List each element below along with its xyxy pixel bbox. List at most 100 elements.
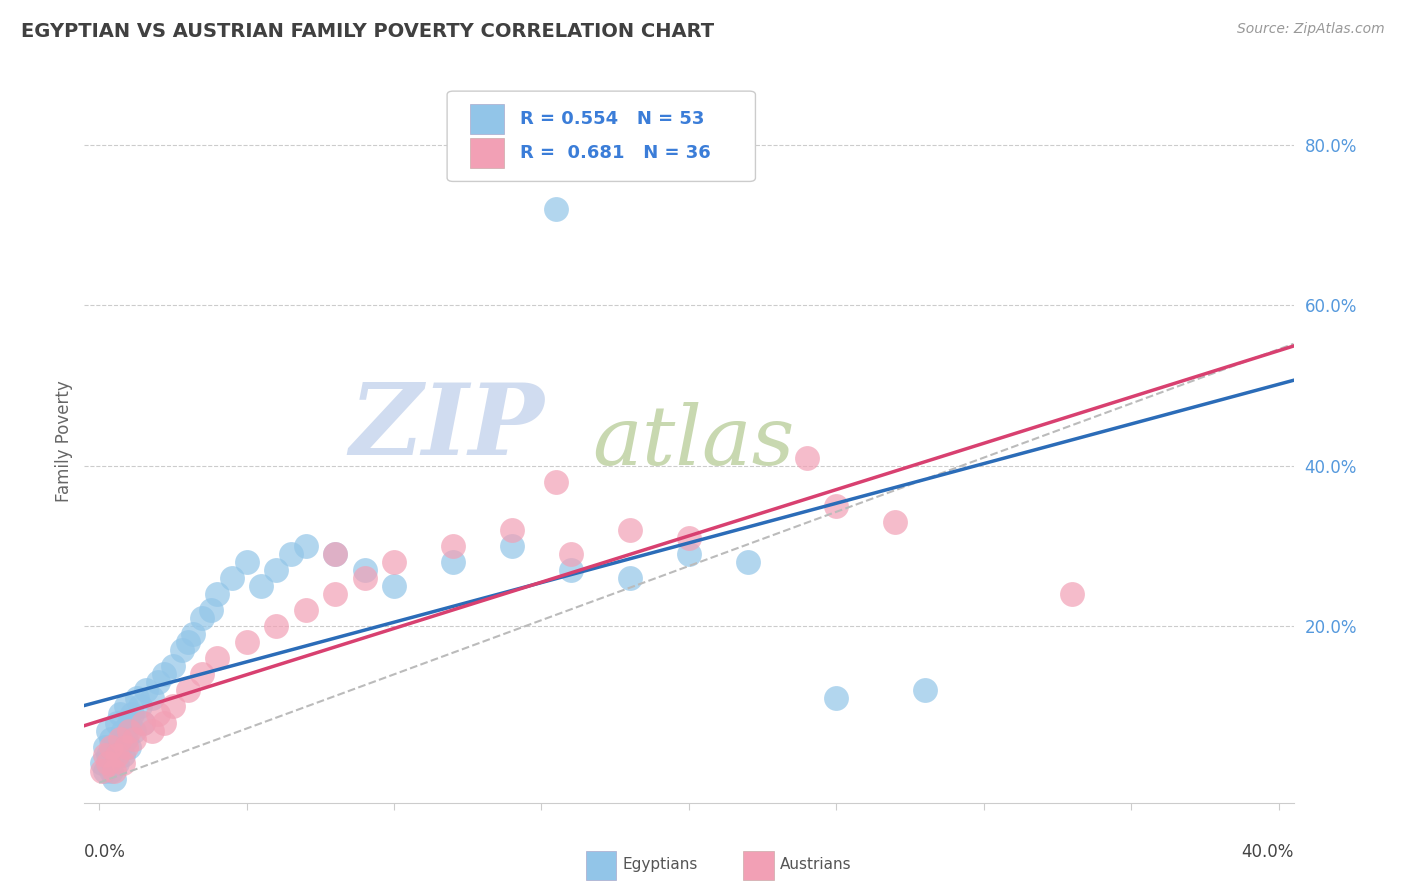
Point	[97, 756, 120, 770]
Point	[619, 571, 641, 585]
Point	[323, 547, 346, 561]
FancyBboxPatch shape	[744, 851, 773, 880]
FancyBboxPatch shape	[470, 138, 503, 169]
Point	[250, 579, 273, 593]
Point	[441, 539, 464, 553]
Point	[132, 715, 155, 730]
Point	[825, 691, 848, 706]
Point	[141, 723, 163, 738]
Point	[94, 764, 117, 778]
Point	[235, 555, 257, 569]
Point	[294, 539, 316, 553]
Point	[678, 547, 700, 561]
Point	[114, 731, 136, 746]
Point	[200, 603, 222, 617]
Point	[114, 739, 136, 754]
Point	[191, 667, 214, 681]
Point	[146, 707, 169, 722]
Point	[114, 699, 136, 714]
Point	[353, 571, 375, 585]
Point	[323, 587, 346, 601]
Point	[501, 539, 523, 553]
Point	[546, 475, 568, 489]
Point	[176, 635, 198, 649]
Point	[170, 643, 193, 657]
Point	[100, 739, 122, 754]
Point	[205, 587, 228, 601]
Point	[91, 756, 114, 770]
Point	[153, 667, 176, 681]
Point	[382, 555, 405, 569]
Point	[884, 515, 907, 529]
Text: R =  0.681   N = 36: R = 0.681 N = 36	[520, 144, 710, 161]
Text: Source: ZipAtlas.com: Source: ZipAtlas.com	[1237, 22, 1385, 37]
Point	[914, 683, 936, 698]
Point	[678, 531, 700, 545]
Point	[441, 555, 464, 569]
Point	[108, 707, 131, 722]
Point	[501, 523, 523, 537]
Text: 40.0%: 40.0%	[1241, 843, 1294, 861]
FancyBboxPatch shape	[470, 104, 503, 135]
Point	[111, 747, 134, 762]
Text: Egyptians: Egyptians	[623, 856, 697, 871]
Point	[162, 699, 184, 714]
Point	[560, 563, 582, 577]
Point	[100, 764, 122, 778]
Point	[353, 563, 375, 577]
Point	[323, 547, 346, 561]
Point	[124, 731, 146, 746]
Point	[91, 764, 114, 778]
Point	[105, 715, 128, 730]
Point	[103, 747, 125, 762]
Point	[737, 555, 759, 569]
Point	[94, 739, 117, 754]
Point	[264, 619, 287, 633]
Point	[153, 715, 176, 730]
Point	[117, 715, 139, 730]
Point	[294, 603, 316, 617]
Point	[127, 691, 149, 706]
Point	[129, 699, 152, 714]
Point	[100, 731, 122, 746]
Point	[546, 202, 568, 216]
Text: EGYPTIAN VS AUSTRIAN FAMILY POVERTY CORRELATION CHART: EGYPTIAN VS AUSTRIAN FAMILY POVERTY CORR…	[21, 22, 714, 41]
Point	[132, 715, 155, 730]
Point	[191, 611, 214, 625]
Point	[117, 723, 139, 738]
Point	[619, 523, 641, 537]
Point	[280, 547, 302, 561]
Point	[97, 747, 120, 762]
Point	[1062, 587, 1084, 601]
Point	[117, 739, 139, 754]
Point	[205, 651, 228, 665]
Point	[103, 764, 125, 778]
Point	[183, 627, 205, 641]
Point	[135, 683, 157, 698]
Point	[121, 707, 143, 722]
Y-axis label: Family Poverty: Family Poverty	[55, 381, 73, 502]
Point	[141, 691, 163, 706]
Point	[111, 723, 134, 738]
Point	[94, 747, 117, 762]
Point	[146, 675, 169, 690]
Point	[176, 683, 198, 698]
Point	[105, 756, 128, 770]
Point	[264, 563, 287, 577]
Point	[105, 747, 128, 762]
Point	[162, 659, 184, 673]
Text: 0.0%: 0.0%	[84, 843, 127, 861]
Text: Austrians: Austrians	[780, 856, 851, 871]
Text: ZIP: ZIP	[349, 379, 544, 475]
FancyBboxPatch shape	[447, 91, 755, 181]
Point	[124, 723, 146, 738]
Point	[825, 499, 848, 513]
Point	[560, 547, 582, 561]
FancyBboxPatch shape	[586, 851, 616, 880]
Point	[235, 635, 257, 649]
Point	[97, 723, 120, 738]
Point	[382, 579, 405, 593]
Text: atlas: atlas	[592, 401, 794, 482]
Point	[796, 450, 818, 465]
Point	[221, 571, 243, 585]
